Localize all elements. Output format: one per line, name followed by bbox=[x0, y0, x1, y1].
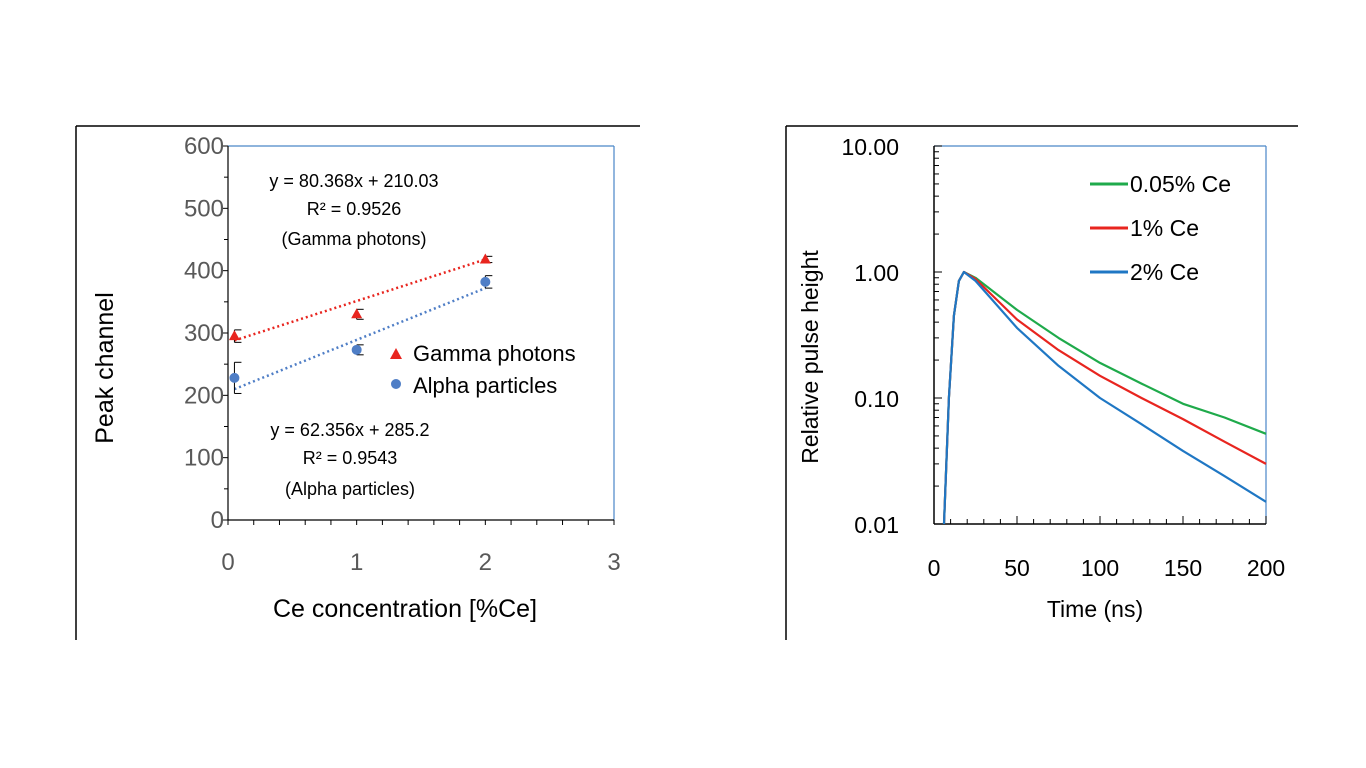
x-axis-title: Time (ns) bbox=[1047, 596, 1143, 622]
pulse-height-chart: 0.01 0.10 1.00 10.00 0 50 100 150 200 Relative p… bbox=[785, 125, 1298, 640]
legend-label-alpha: Alpha particles bbox=[413, 373, 557, 398]
alpha-label: (Alpha particles) bbox=[285, 479, 415, 499]
axis-ticks bbox=[222, 145, 615, 525]
y-tick-label: 100 bbox=[184, 445, 224, 472]
legend: Gamma photons Alpha particles bbox=[390, 341, 576, 398]
y-tick-label: 200 bbox=[184, 382, 224, 409]
legend-triangle-marker bbox=[390, 348, 402, 359]
alpha-point bbox=[229, 372, 240, 383]
y-tick-label: 300 bbox=[184, 320, 224, 347]
x-tick-label: 2 bbox=[479, 549, 492, 576]
data-points bbox=[228, 253, 493, 394]
decay-curve-1 bbox=[942, 270, 1267, 525]
y-axis-title: Relative pulse height bbox=[797, 250, 823, 464]
trendline-circle bbox=[233, 286, 486, 391]
alpha-point bbox=[351, 344, 362, 355]
x-tick-label: 150 bbox=[1164, 555, 1202, 581]
x-tick-label: 200 bbox=[1247, 555, 1285, 581]
y-tick-label: 500 bbox=[184, 195, 224, 222]
trendline-triangle bbox=[234, 258, 486, 342]
tick-labels: 0 100 200 300 400 500 600 0 1 2 3 bbox=[184, 133, 621, 576]
trendlines bbox=[233, 258, 486, 391]
legend-label-gamma: Gamma photons bbox=[413, 341, 576, 366]
gamma-point bbox=[228, 330, 240, 341]
gamma-label: (Gamma photons) bbox=[281, 229, 426, 249]
y-tick-label: 400 bbox=[184, 258, 224, 285]
y-tick-label: 1.00 bbox=[854, 260, 899, 286]
peak-channel-chart: 0 100 200 300 400 500 600 0 1 2 3 Peak channel Ce … bbox=[75, 125, 640, 640]
legend-circle-marker bbox=[391, 379, 401, 389]
tick-labels: 0.01 0.10 1.00 10.00 0 50 100 150 200 bbox=[841, 134, 1285, 581]
y-tick-label: 10.00 bbox=[841, 134, 899, 160]
decay-curve-0 bbox=[942, 270, 1267, 525]
x-tick-label: 100 bbox=[1081, 555, 1119, 581]
gamma-r-squared: R² = 0.9526 bbox=[307, 199, 402, 219]
x-axis-title: Ce concentration [%Ce] bbox=[273, 595, 537, 623]
alpha-r-squared: R² = 0.9543 bbox=[303, 448, 398, 468]
legend-label-1: 1% Ce bbox=[1130, 215, 1199, 241]
y-tick-label: 0.01 bbox=[854, 512, 899, 538]
legend: 0.05% Ce 1% Ce 2% Ce bbox=[1090, 171, 1231, 285]
legend-label-2: 2% Ce bbox=[1130, 259, 1199, 285]
x-tick-label: 0 bbox=[928, 555, 941, 581]
gamma-point bbox=[351, 308, 363, 319]
gamma-equation: y = 80.368x + 210.03 bbox=[269, 171, 438, 191]
x-tick-label: 3 bbox=[607, 549, 620, 576]
y-tick-label: 600 bbox=[184, 133, 224, 160]
y-tick-label: 0.10 bbox=[854, 386, 899, 412]
decay-curve-2 bbox=[942, 270, 1267, 525]
alpha-point bbox=[480, 276, 491, 287]
gamma-point bbox=[479, 253, 491, 264]
axis-ticks bbox=[933, 145, 1267, 525]
y-tick-label: 0 bbox=[211, 507, 224, 534]
x-tick-label: 50 bbox=[1004, 555, 1030, 581]
x-tick-label: 0 bbox=[221, 549, 234, 576]
y-axis-title: Peak channel bbox=[91, 292, 119, 444]
alpha-equation: y = 62.356x + 285.2 bbox=[270, 420, 429, 440]
x-tick-label: 1 bbox=[350, 549, 363, 576]
legend-label-0: 0.05% Ce bbox=[1130, 171, 1231, 197]
decay-curves bbox=[942, 270, 1267, 525]
